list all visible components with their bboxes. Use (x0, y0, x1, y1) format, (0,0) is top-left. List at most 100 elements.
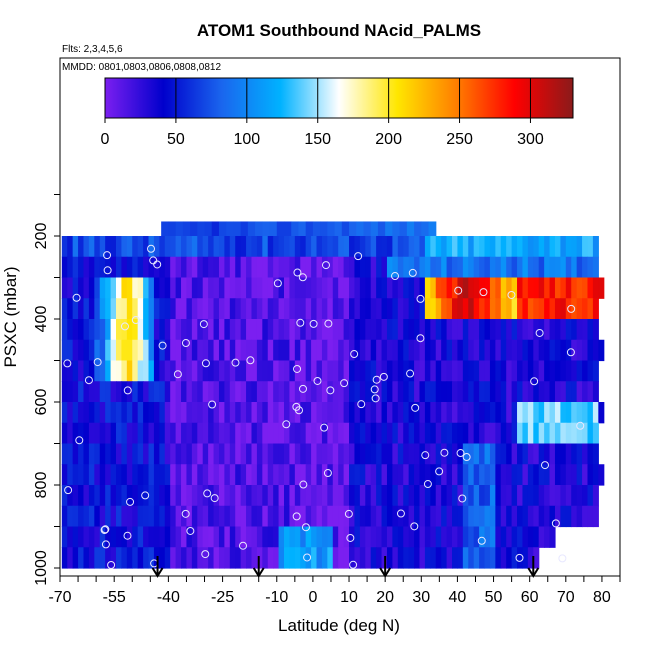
heatmap-cell (506, 526, 513, 548)
heatmap-cell (446, 485, 453, 507)
heatmap-cell (408, 319, 415, 341)
heatmap-cell (311, 422, 318, 445)
heatmap-cell (397, 298, 404, 320)
heatmap-cell (78, 422, 85, 445)
heatmap-cell (321, 547, 328, 569)
heatmap-cell (376, 443, 383, 465)
heatmap-cell (208, 526, 215, 548)
heatmap-cell (164, 505, 171, 528)
heatmap-cell (191, 402, 198, 424)
heatmap-cell (473, 402, 480, 424)
heatmap-cell (218, 526, 225, 548)
heatmap-cell (354, 360, 361, 382)
colorbar: 0 50 100 150 200 250 300 (101, 77, 574, 148)
heatmap-cell (441, 339, 448, 362)
heatmap-cell (61, 402, 68, 424)
heatmap-cell (251, 339, 258, 362)
heatmap-cell (256, 422, 263, 445)
heatmap-cell (72, 422, 79, 445)
sample-point (84, 376, 93, 385)
heatmap-cell (284, 298, 291, 320)
heatmap-cell (408, 402, 415, 424)
heatmap-cell (381, 339, 388, 362)
heatmap-cell (359, 464, 366, 486)
heatmap-cell (218, 277, 225, 299)
heatmap-cell (424, 339, 431, 362)
heatmap-cell (305, 221, 314, 241)
heatmap-cell (408, 298, 415, 320)
heatmap-cell (365, 422, 372, 445)
heatmap-cell (527, 402, 534, 424)
heatmap-cell (181, 526, 188, 548)
heatmap-cell (527, 547, 534, 569)
heatmap-cell (262, 256, 269, 279)
heatmap-cell (549, 402, 556, 424)
heatmap-cell (67, 443, 74, 465)
heatmap-cell (527, 485, 534, 507)
heatmap-cell (305, 464, 312, 486)
heatmap-cell (495, 402, 502, 424)
heatmap-cell (247, 221, 256, 241)
heatmap-cell (408, 360, 415, 382)
heatmap-cell (538, 422, 545, 445)
heatmap-cell (544, 402, 551, 424)
heatmap-cell (381, 360, 388, 382)
heatmap-cell (587, 485, 594, 507)
heatmap-cell (386, 298, 393, 320)
heatmap-cell (446, 298, 453, 320)
heatmap-cell (229, 464, 236, 486)
heatmap-cell (419, 256, 426, 279)
heatmap-cell (582, 319, 589, 341)
heatmap-cell (419, 547, 426, 569)
heatmap-cell (202, 319, 209, 341)
heatmap-cell (256, 298, 263, 320)
heatmap-cell (592, 360, 599, 382)
heatmap-cell (294, 360, 301, 382)
sample-point (456, 449, 465, 458)
heatmap-cell (88, 443, 95, 465)
heatmap-cell (489, 339, 496, 362)
heatmap-cell (354, 381, 361, 403)
heatmap-cell (435, 402, 442, 424)
heatmap-cell (386, 547, 393, 569)
heatmap-cell (457, 402, 464, 424)
heatmap-cell (262, 360, 269, 382)
x-tick-label: 60 (521, 589, 539, 606)
heatmap-cell (211, 221, 220, 241)
heatmap-cell (468, 298, 475, 320)
heatmap-cell (186, 485, 193, 507)
heatmap-cell (175, 298, 182, 320)
heatmap-cell (349, 526, 356, 548)
heatmap-cell (88, 360, 95, 382)
sample-point (309, 319, 318, 328)
heatmap-cell (273, 547, 280, 569)
heatmap-cell (78, 485, 85, 507)
heatmap-cell (191, 526, 198, 548)
heatmap-cell (121, 360, 128, 382)
heatmap-cell (72, 360, 79, 382)
heatmap-cell (143, 360, 150, 382)
heatmap-cell (170, 547, 177, 569)
heatmap-cell (213, 319, 220, 341)
heatmap-cell (565, 360, 572, 382)
heatmap-cell (381, 422, 388, 445)
heatmap-cell (298, 221, 307, 241)
heatmap-cell (479, 422, 486, 445)
heatmap-cell (430, 236, 437, 258)
heatmap-cell (202, 381, 209, 403)
heatmap-cell (186, 236, 193, 258)
heatmap-cell (116, 526, 123, 548)
heatmap-cell (522, 422, 529, 445)
heatmap-cell (191, 547, 198, 569)
heatmap-cell (381, 485, 388, 507)
heatmap-cell (441, 298, 448, 320)
heatmap-cell (479, 381, 486, 403)
heatmap-cell (110, 505, 117, 528)
heatmap-cell (489, 547, 496, 569)
heatmap-cell (143, 381, 150, 403)
heatmap-cell (538, 464, 545, 486)
heatmap-cell (446, 526, 453, 548)
heatmap-cell (316, 277, 323, 299)
heatmap-cell (197, 221, 206, 241)
sample-point (107, 560, 116, 569)
